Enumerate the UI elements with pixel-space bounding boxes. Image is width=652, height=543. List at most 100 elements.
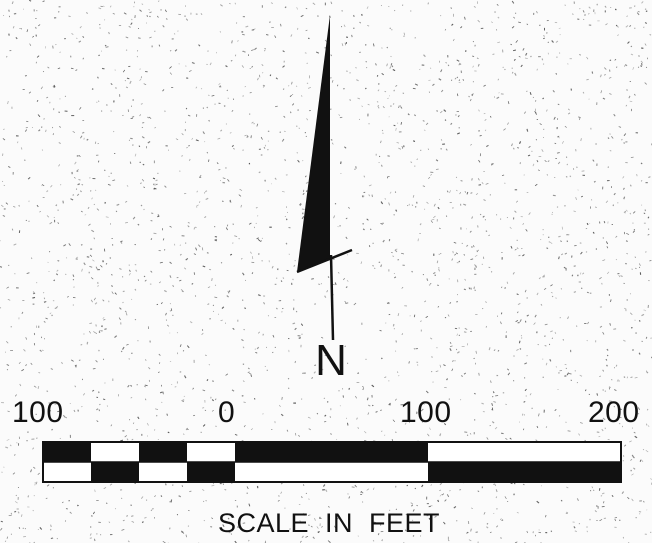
speckle-mark [573,210,576,213]
speckle-mark [187,225,190,228]
speckle-mark [437,206,440,210]
speckle-mark [424,300,427,303]
speckle-mark [32,447,34,450]
speckle-mark [248,503,251,507]
speckle-mark [300,323,304,326]
speckle-mark [602,259,606,262]
speckle-mark [623,339,626,342]
speckle-mark [518,21,522,24]
speckle-mark [464,327,468,331]
speckle-mark [404,529,407,532]
speckle-mark [193,253,197,256]
speckle-mark [526,355,528,357]
speckle-mark [181,485,183,487]
speckle-mark [38,129,41,132]
speckle-mark [281,191,285,193]
speckle-mark [486,526,489,529]
speckle-mark [334,282,337,286]
speckle-mark [282,65,285,68]
speckle-mark [615,364,618,367]
speckle-mark [515,320,519,323]
speckle-mark [542,97,545,100]
speckle-mark [347,422,349,426]
speckle-mark [234,2,236,5]
speckle-mark [128,25,131,28]
speckle-mark [631,498,634,502]
speckle-mark [165,18,168,20]
speckle-mark [582,10,585,13]
speckle-mark [0,520,3,523]
speckle-mark [518,340,521,344]
speckle-mark [118,317,121,321]
speckle-mark [388,5,390,8]
speckle-mark [386,46,388,49]
speckle-mark [338,390,340,392]
speckle-mark [287,377,290,380]
speckle-mark [299,204,302,206]
speckle-mark [170,308,173,311]
speckle-mark [460,26,463,29]
speckle-mark [380,201,384,205]
speckle-mark [69,403,71,405]
speckle-mark [422,120,425,122]
speckle-mark [615,258,618,261]
speckle-mark [490,271,493,273]
speckle-mark [629,440,632,443]
speckle-mark [15,394,17,397]
speckle-mark [305,190,308,193]
speckle-mark [218,169,221,171]
speckle-mark [505,403,507,405]
speckle-mark [440,89,444,93]
speckle-mark [423,129,426,132]
speckle-mark [481,402,484,405]
speckle-mark [216,162,219,165]
speckle-mark [92,367,96,370]
speckle-mark [576,166,578,169]
speckle-mark [225,65,228,68]
speckle-mark [286,269,289,272]
speckle-mark [25,364,27,367]
speckle-mark [366,218,369,221]
speckle-mark [82,57,84,60]
speckle-mark [142,122,145,124]
speckle-mark [410,161,413,164]
speckle-mark [485,301,487,303]
speckle-mark [554,142,557,145]
speckle-mark [538,277,541,280]
speckle-mark [71,32,74,36]
speckle-mark [474,254,478,257]
speckle-mark [81,183,84,186]
speckle-mark [542,234,544,236]
speckle-mark [51,314,53,317]
speckle-mark [36,281,38,284]
speckle-mark [199,201,201,204]
speckle-mark [169,225,172,228]
speckle-mark [80,344,83,346]
speckle-mark [271,351,274,354]
speckle-mark [50,367,54,371]
speckle-mark [76,256,79,258]
speckle-mark [13,206,16,208]
speckle-mark [34,26,37,29]
speckle-mark [634,435,638,439]
speckle-mark [574,530,577,533]
speckle-mark [604,5,607,8]
scale-caption: SCALE IN FEET [218,508,441,538]
speckle-mark [456,76,459,79]
speckle-mark [518,141,522,145]
speckle-mark [523,111,527,114]
speckle-mark [14,510,17,513]
speckle-mark [438,78,442,81]
speckle-mark [366,488,370,491]
speckle-mark [498,92,500,94]
speckle-mark [204,141,206,143]
scale-tick-label-200: 200 [588,396,640,429]
speckle-mark [20,28,23,30]
speckle-mark [207,286,211,289]
speckle-mark [439,482,443,486]
speckle-mark [434,515,437,518]
speckle-mark [528,212,531,216]
speckle-mark [141,136,145,139]
speckle-mark [125,221,128,224]
speckle-mark [543,287,547,290]
